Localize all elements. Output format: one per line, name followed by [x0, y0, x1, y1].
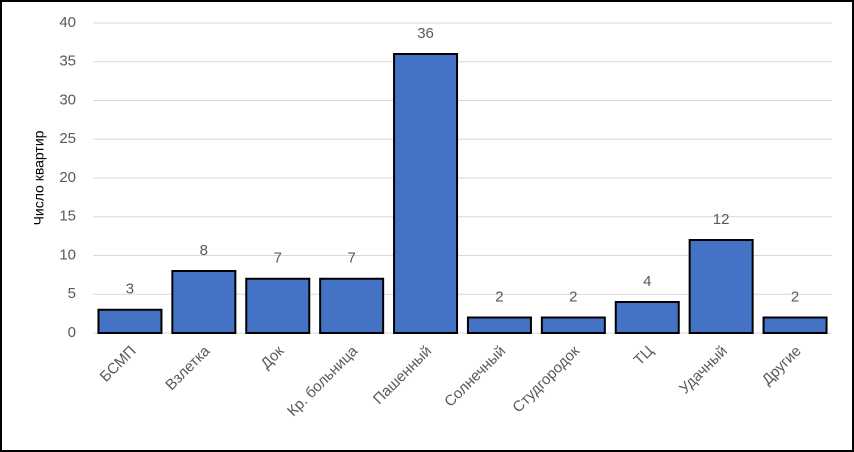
data-label: 2: [569, 288, 577, 305]
data-label: 7: [347, 250, 355, 267]
data-label: 36: [417, 25, 434, 42]
data-label: 4: [643, 273, 651, 290]
y-tick-label: 40: [59, 14, 76, 31]
bar: [319, 277, 385, 334]
data-label: 12: [713, 211, 730, 228]
y-tick-label: 15: [59, 208, 76, 225]
y-tick-label: 5: [68, 285, 76, 302]
y-tick-label: 25: [59, 130, 76, 147]
bar: [614, 301, 680, 334]
bar: [171, 270, 237, 334]
y-tick-label: 0: [68, 324, 76, 341]
data-label: 7: [274, 250, 282, 267]
y-tick-label: 10: [59, 246, 76, 263]
data-label: 2: [495, 288, 503, 305]
bar: [466, 316, 532, 334]
bar: [540, 316, 606, 334]
y-axis-label: Число квартир: [31, 130, 47, 225]
y-tick-label: 35: [59, 53, 76, 70]
bar: [97, 308, 163, 334]
bar: [688, 239, 754, 334]
bar: [245, 277, 311, 334]
data-label: 3: [126, 281, 134, 298]
bar: [393, 53, 459, 334]
y-tick-label: 30: [59, 91, 76, 108]
bar: [762, 316, 828, 334]
data-label: 2: [791, 288, 799, 305]
y-tick-label: 20: [59, 169, 76, 186]
data-label: 8: [200, 242, 208, 259]
